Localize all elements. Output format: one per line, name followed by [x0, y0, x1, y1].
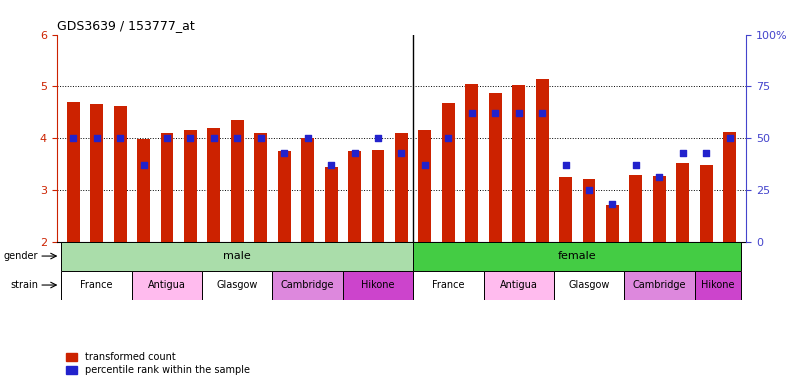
Point — [653, 174, 666, 180]
Point — [301, 135, 314, 141]
Point — [161, 135, 174, 141]
Point — [489, 110, 502, 116]
Text: Glasgow: Glasgow — [217, 280, 258, 290]
Text: Hikone: Hikone — [361, 280, 395, 290]
Bar — [184, 130, 197, 242]
Point — [418, 162, 431, 168]
Text: Cambridge: Cambridge — [633, 280, 686, 290]
Point — [513, 110, 526, 116]
Bar — [277, 151, 290, 242]
Point — [277, 149, 290, 156]
Bar — [700, 166, 713, 242]
Text: Glasgow: Glasgow — [569, 280, 610, 290]
Bar — [606, 205, 619, 242]
Bar — [343, 271, 413, 300]
Bar — [413, 242, 741, 271]
Point — [676, 149, 689, 156]
Bar — [653, 176, 666, 242]
Point — [184, 135, 197, 141]
Bar — [629, 175, 642, 242]
Point — [559, 162, 572, 168]
Bar — [208, 128, 221, 242]
Point — [606, 201, 619, 207]
Bar — [554, 271, 624, 300]
Bar — [694, 271, 741, 300]
Point — [90, 135, 103, 141]
Bar — [676, 163, 689, 242]
Legend: transformed count, percentile rank within the sample: transformed count, percentile rank withi… — [62, 348, 254, 379]
Text: Hikone: Hikone — [702, 280, 735, 290]
Bar — [67, 102, 79, 242]
Bar — [536, 79, 548, 242]
Point — [137, 162, 150, 168]
Bar — [114, 106, 127, 242]
Bar — [442, 103, 455, 242]
Point — [208, 135, 221, 141]
Bar — [90, 104, 103, 242]
Bar — [231, 120, 244, 242]
Point — [255, 135, 268, 141]
Bar — [395, 133, 408, 242]
Bar — [559, 177, 572, 242]
Point — [371, 135, 384, 141]
Point — [723, 135, 736, 141]
Bar — [723, 132, 736, 242]
Bar — [137, 139, 150, 242]
Point — [231, 135, 244, 141]
Point — [535, 110, 548, 116]
Text: Antigua: Antigua — [148, 280, 186, 290]
Point — [700, 149, 713, 156]
Bar — [483, 271, 554, 300]
Bar — [466, 84, 478, 242]
Text: Antigua: Antigua — [500, 280, 538, 290]
Point — [466, 110, 478, 116]
Point — [348, 149, 361, 156]
Bar — [489, 93, 502, 242]
Bar — [301, 138, 314, 242]
Bar — [324, 167, 337, 242]
Bar — [624, 271, 694, 300]
Bar — [255, 133, 267, 242]
Text: strain: strain — [10, 280, 38, 290]
Bar — [202, 271, 272, 300]
Bar — [272, 271, 343, 300]
Point — [395, 149, 408, 156]
Bar — [132, 271, 202, 300]
Point — [114, 135, 127, 141]
Text: France: France — [80, 280, 113, 290]
Bar — [348, 151, 361, 242]
Bar — [418, 130, 431, 242]
Bar — [161, 133, 174, 242]
Text: male: male — [224, 251, 251, 261]
Bar — [62, 242, 413, 271]
Bar — [371, 150, 384, 242]
Text: female: female — [558, 251, 597, 261]
Text: France: France — [432, 280, 465, 290]
Point — [324, 162, 337, 168]
Bar — [513, 85, 526, 242]
Text: gender: gender — [3, 251, 38, 261]
Point — [442, 135, 455, 141]
Bar — [582, 179, 595, 242]
Point — [67, 135, 79, 141]
Bar — [413, 271, 483, 300]
Point — [629, 162, 642, 168]
Bar — [62, 271, 132, 300]
Text: GDS3639 / 153777_at: GDS3639 / 153777_at — [57, 19, 195, 32]
Text: Cambridge: Cambridge — [281, 280, 334, 290]
Point — [582, 187, 595, 193]
